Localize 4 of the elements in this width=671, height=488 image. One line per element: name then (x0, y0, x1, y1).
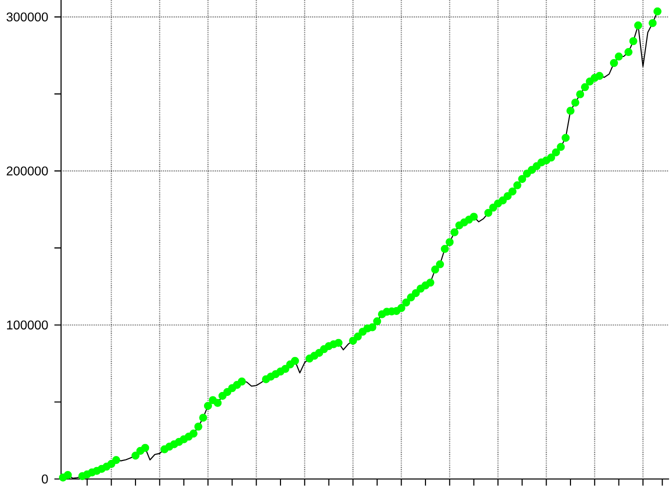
y-tick-label: 200000 (6, 166, 48, 176)
y-tick-label: 0 (42, 474, 48, 484)
y-tick-label: 300000 (6, 12, 48, 22)
y-tick-label: 100000 (7, 320, 48, 330)
